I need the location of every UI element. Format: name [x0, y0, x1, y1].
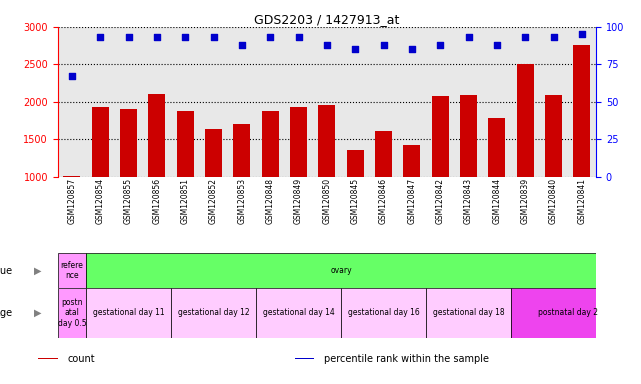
- Bar: [256, 288, 341, 338]
- Bar: [488, 118, 506, 177]
- Text: gestational day 14: gestational day 14: [263, 308, 335, 318]
- Point: [208, 34, 219, 40]
- Bar: [262, 111, 279, 177]
- Bar: [319, 105, 335, 177]
- Bar: [517, 64, 534, 177]
- Text: gestational day 18: gestational day 18: [433, 308, 504, 318]
- Point: [435, 42, 445, 48]
- Point: [549, 34, 559, 40]
- Bar: [58, 288, 86, 338]
- Bar: [58, 253, 86, 288]
- Bar: [375, 131, 392, 177]
- Text: age: age: [0, 308, 13, 318]
- Point: [407, 46, 417, 53]
- Text: gestational day 11: gestational day 11: [93, 308, 164, 318]
- Bar: [177, 111, 194, 177]
- Text: count: count: [67, 354, 95, 364]
- Bar: [38, 358, 58, 359]
- Text: postn
atal
day 0.5: postn atal day 0.5: [58, 298, 86, 328]
- Bar: [574, 45, 590, 177]
- Bar: [233, 124, 251, 177]
- Point: [322, 42, 332, 48]
- Bar: [148, 94, 165, 177]
- Point: [152, 34, 162, 40]
- Point: [577, 31, 587, 38]
- Text: percentile rank within the sample: percentile rank within the sample: [324, 354, 488, 364]
- Point: [378, 42, 388, 48]
- Bar: [290, 107, 307, 177]
- Bar: [545, 95, 562, 177]
- Point: [463, 34, 474, 40]
- Point: [265, 34, 276, 40]
- Bar: [295, 358, 314, 359]
- Bar: [347, 151, 363, 177]
- Point: [124, 34, 134, 40]
- Bar: [403, 145, 420, 177]
- Bar: [426, 288, 511, 338]
- Point: [95, 34, 105, 40]
- Point: [294, 34, 304, 40]
- Bar: [460, 95, 477, 177]
- Text: ovary: ovary: [330, 266, 352, 275]
- Point: [180, 34, 190, 40]
- Bar: [341, 288, 426, 338]
- Text: gestational day 16: gestational day 16: [347, 308, 419, 318]
- Text: tissue: tissue: [0, 266, 13, 276]
- Text: postnatal day 2: postnatal day 2: [538, 308, 598, 318]
- Point: [520, 34, 530, 40]
- Bar: [171, 288, 256, 338]
- Bar: [63, 176, 80, 177]
- Bar: [205, 129, 222, 177]
- Bar: [432, 96, 449, 177]
- Point: [350, 46, 360, 53]
- Point: [67, 73, 77, 79]
- Title: GDS2203 / 1427913_at: GDS2203 / 1427913_at: [254, 13, 399, 26]
- Bar: [92, 107, 109, 177]
- Bar: [86, 288, 171, 338]
- Text: ▶: ▶: [34, 308, 42, 318]
- Text: refere
nce: refere nce: [60, 261, 83, 280]
- Bar: [511, 288, 624, 338]
- Text: gestational day 12: gestational day 12: [178, 308, 249, 318]
- Point: [237, 42, 247, 48]
- Bar: [120, 109, 137, 177]
- Text: ▶: ▶: [34, 266, 42, 276]
- Point: [492, 42, 502, 48]
